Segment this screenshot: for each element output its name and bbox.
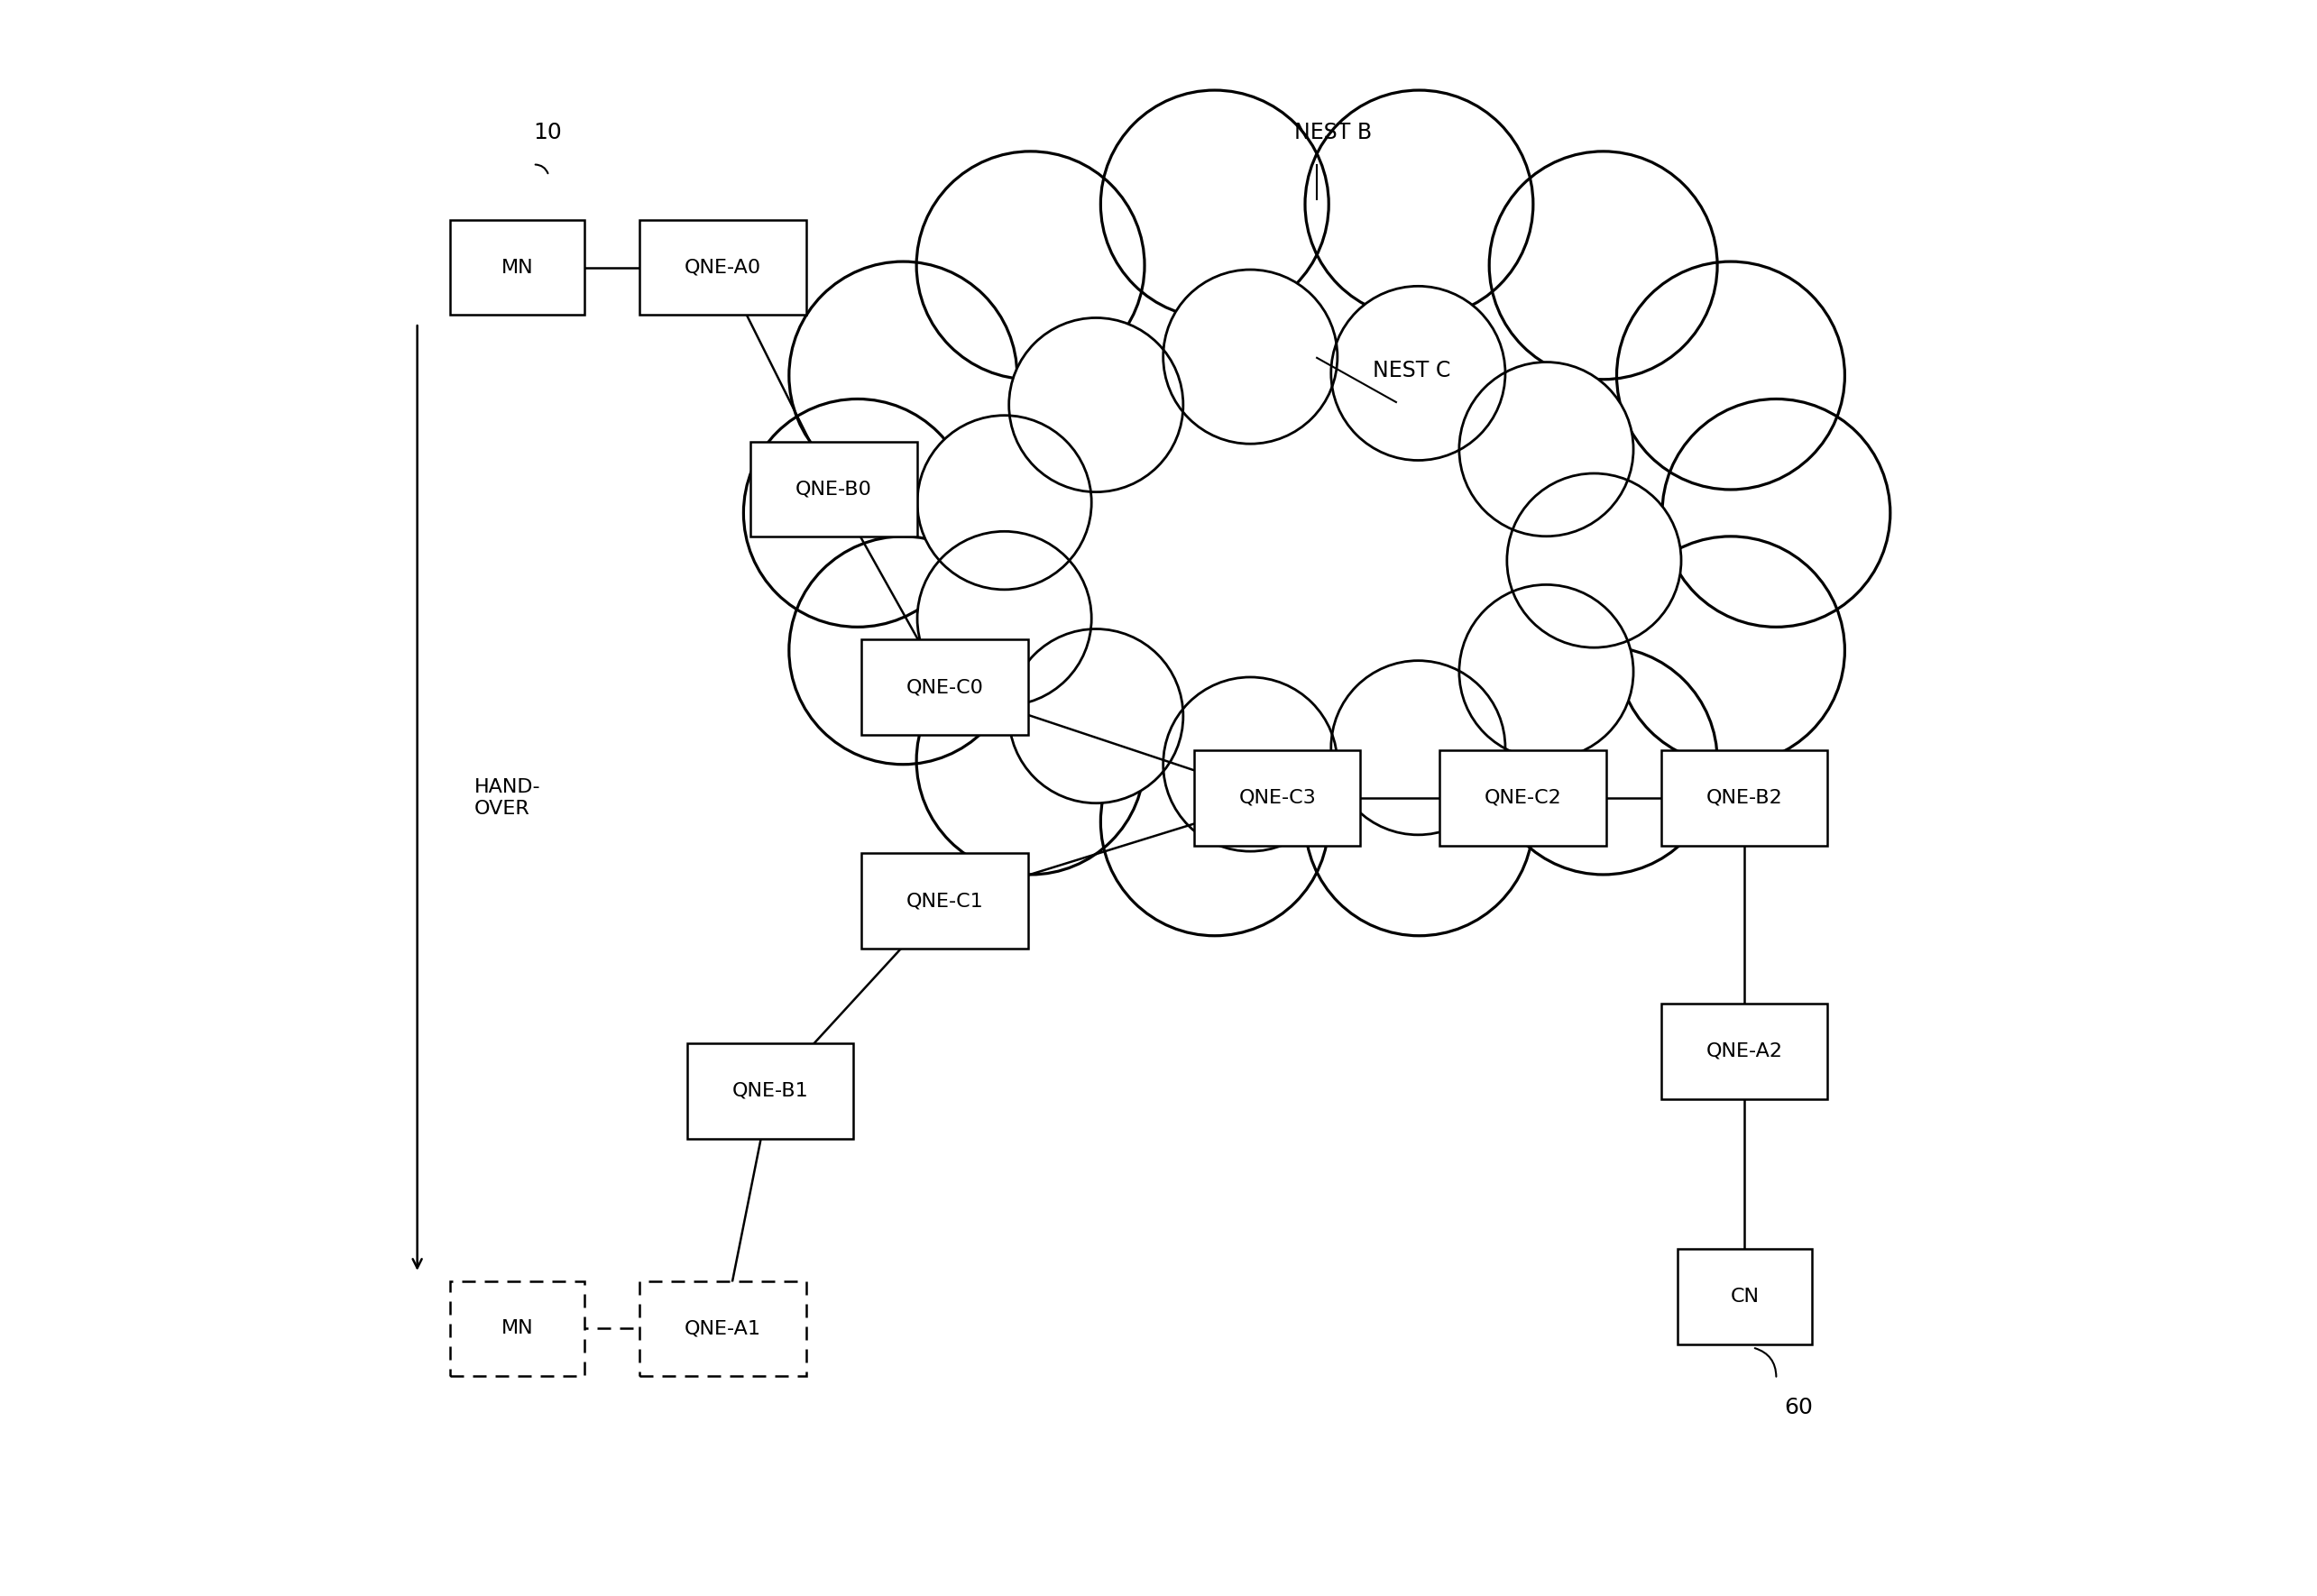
FancyBboxPatch shape	[1661, 1004, 1828, 1100]
Text: QNE-A0: QNE-A0	[684, 259, 762, 276]
FancyBboxPatch shape	[639, 1282, 806, 1376]
Circle shape	[1163, 677, 1337, 851]
Circle shape	[1506, 474, 1682, 648]
Circle shape	[1617, 536, 1844, 764]
Text: CN: CN	[1731, 1288, 1759, 1306]
Circle shape	[1460, 584, 1633, 758]
Text: NEST B: NEST B	[1293, 123, 1372, 144]
Text: QNE-C0: QNE-C0	[906, 678, 982, 696]
Text: QNE-C3: QNE-C3	[1240, 788, 1316, 808]
FancyBboxPatch shape	[862, 640, 1029, 734]
Text: QNE-B2: QNE-B2	[1705, 788, 1782, 808]
FancyBboxPatch shape	[751, 442, 918, 536]
FancyBboxPatch shape	[449, 220, 584, 314]
Text: MN: MN	[500, 259, 533, 276]
Text: QNE-C1: QNE-C1	[906, 892, 982, 910]
Ellipse shape	[992, 354, 1594, 766]
Circle shape	[1490, 646, 1717, 875]
Circle shape	[1008, 318, 1184, 492]
Text: MN: MN	[500, 1320, 533, 1337]
Text: 60: 60	[1784, 1396, 1812, 1419]
Text: QNE-B0: QNE-B0	[795, 480, 871, 498]
Circle shape	[1661, 399, 1891, 627]
Circle shape	[918, 531, 1091, 705]
Circle shape	[1330, 661, 1506, 835]
Ellipse shape	[857, 196, 1777, 830]
Circle shape	[1101, 707, 1328, 935]
Text: NEST C: NEST C	[1374, 359, 1450, 381]
FancyBboxPatch shape	[1661, 750, 1828, 846]
Circle shape	[790, 262, 1017, 490]
Circle shape	[1460, 362, 1633, 536]
Text: QNE-C2: QNE-C2	[1485, 788, 1562, 808]
Text: HAND-
OVER: HAND- OVER	[475, 779, 540, 817]
Circle shape	[1163, 270, 1337, 444]
Circle shape	[1330, 286, 1506, 460]
Text: QNE-A1: QNE-A1	[684, 1320, 762, 1337]
Circle shape	[790, 536, 1017, 764]
Circle shape	[918, 646, 1145, 875]
FancyBboxPatch shape	[1439, 750, 1606, 846]
Circle shape	[1617, 262, 1844, 490]
FancyBboxPatch shape	[688, 1044, 853, 1138]
FancyBboxPatch shape	[449, 1282, 584, 1376]
Circle shape	[1490, 152, 1717, 380]
FancyBboxPatch shape	[1678, 1250, 1812, 1344]
Circle shape	[1304, 91, 1534, 318]
Circle shape	[1101, 91, 1328, 318]
FancyBboxPatch shape	[639, 220, 806, 314]
Text: QNE-B1: QNE-B1	[732, 1082, 809, 1100]
Text: 10: 10	[533, 123, 561, 144]
FancyBboxPatch shape	[862, 854, 1029, 948]
Circle shape	[1304, 707, 1534, 935]
Circle shape	[1008, 629, 1184, 803]
Circle shape	[918, 415, 1091, 589]
Circle shape	[918, 152, 1145, 380]
FancyBboxPatch shape	[1193, 750, 1360, 846]
Circle shape	[744, 399, 971, 627]
Text: QNE-A2: QNE-A2	[1705, 1042, 1782, 1060]
